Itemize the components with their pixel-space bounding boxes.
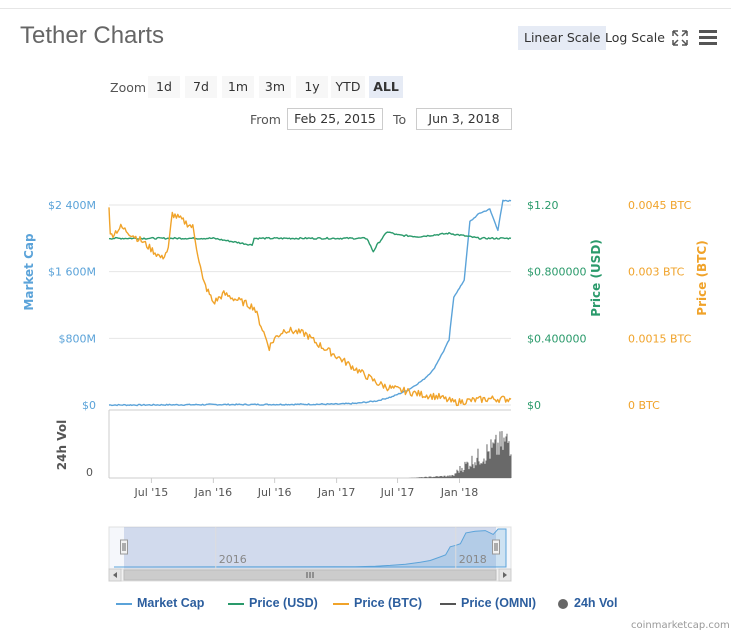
credit-link[interactable]: coinmarketcap.com [631,620,730,631]
legend-price-usd[interactable]: Price (USD) [228,596,318,610]
from-date-input[interactable]: Feb 25, 2015 [287,108,383,130]
scroll-left-icon [113,572,117,578]
market-cap-tick: $0 [82,399,96,412]
navigator-handle[interactable] [120,539,128,555]
x-tick-label: Jan '17 [317,486,355,499]
x-tick-label: Jan '16 [194,486,232,499]
market-cap-tick: $800M [59,332,97,345]
zoom-label: Zoom [110,80,147,95]
x-tick-label: Jul '16 [257,486,292,499]
navigator-label: 2018 [459,553,487,566]
price-btc-tick: 0 BTC [628,399,660,412]
zoom-7d-button[interactable]: 7d [185,76,217,98]
market-cap-tick: $1 600M [48,266,96,279]
zoom-1d-button[interactable]: 1d [148,76,180,98]
market-cap-line [108,199,512,407]
price-btc-axis-title: Price (BTC) [695,240,709,315]
x-tick-label: Jan '18 [440,486,478,499]
navigator-label: 2016 [219,553,247,566]
legend-price-omni[interactable]: Price (OMNI) [440,596,536,610]
price-btc-tick: 0.0015 BTC [628,332,692,345]
navigator-series [114,528,507,568]
fullscreen-icon[interactable] [672,30,688,46]
price-btc-tick: 0.003 BTC [628,266,685,279]
price-btc-tick: 0.0045 BTC [628,199,692,212]
price-usd-tick: $1.20 [527,199,559,212]
zoom-1m-button[interactable]: 1m [222,76,254,98]
vol-axis-title: 24h Vol [55,420,69,470]
navigator-handle[interactable] [492,539,500,555]
market-cap-tick: $2 400M [48,199,96,212]
vol-tick: 0 [86,466,93,479]
zoom-all-button[interactable]: ALL [369,76,403,98]
x-tick-label: Jul '15 [134,486,169,499]
linear-scale-button[interactable]: Linear Scale [518,26,607,50]
x-tick-label: Jul '17 [380,486,415,499]
price-usd-axis-title: Price (USD) [589,239,603,317]
legend-price-btc[interactable]: Price (BTC) [333,596,422,610]
navigator-selection [124,527,496,569]
from-label: From [250,112,281,127]
price-usd-line [108,231,512,253]
navigator-pane [108,526,512,570]
legend-market-cap[interactable]: Market Cap [116,596,204,610]
price-usd-tick: $0.800000 [527,266,587,279]
page-title: Tether Charts [20,22,165,49]
price-usd-tick: $0 [527,399,541,412]
to-date-input[interactable]: Jun 3, 2018 [416,108,512,130]
zoom-1y-button[interactable]: 1y [296,76,328,98]
price-usd-tick: $0.400000 [527,332,587,345]
zoom-ytd-button[interactable]: YTD [331,76,365,98]
price-btc-line [108,207,512,407]
menu-icon[interactable] [699,30,717,46]
top-divider [0,8,731,9]
market-cap-axis-title: Market Cap [22,233,36,311]
scroll-right-icon [503,572,507,578]
zoom-3m-button[interactable]: 3m [259,76,291,98]
to-label: To [393,112,407,127]
log-scale-button[interactable]: Log Scale [605,30,665,45]
legend-24h-vol[interactable]: 24h Vol [558,596,618,610]
